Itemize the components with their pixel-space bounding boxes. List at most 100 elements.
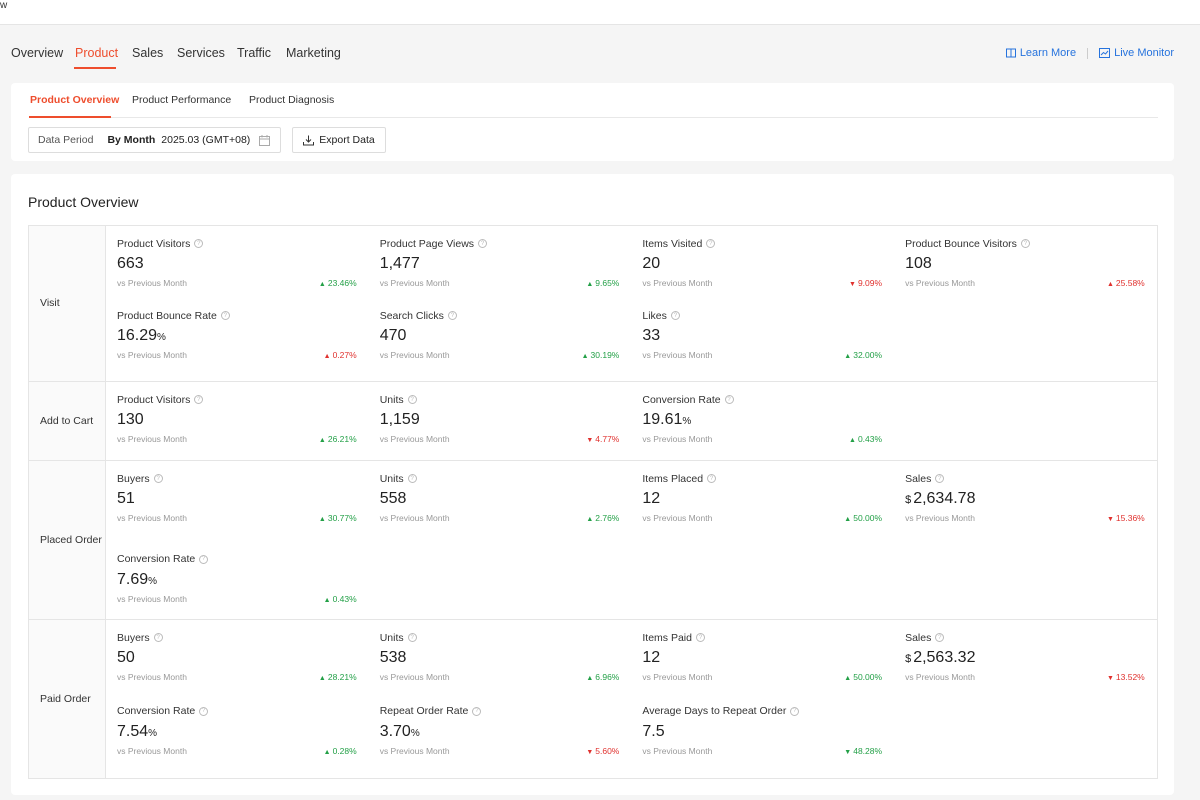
metric-footer: vs Previous Month ▲ 0.27% — [117, 349, 357, 361]
top-fragment: w — [0, 0, 8, 11]
help-icon[interactable]: ? — [199, 554, 209, 564]
tab-overview[interactable]: Overview — [11, 46, 64, 60]
section-label: Visit — [29, 226, 106, 381]
help-icon[interactable]: ? — [724, 395, 734, 404]
funnel-section: Placed Order Buyers? 51 vs Previous Month ▲ 3… — [29, 461, 1157, 620]
metric-value-number: 663 — [117, 255, 144, 272]
metric-change: ▲ 9.65% — [586, 278, 619, 288]
help-icon[interactable]: ? — [220, 311, 230, 320]
calendar-icon[interactable] — [259, 135, 270, 146]
change-value: 0.43% — [857, 434, 883, 444]
metric-change: ▲ 6.96% — [586, 672, 619, 682]
metric-label-row: Average Days to Repeat Order? — [642, 705, 882, 718]
metric-value-number: 7.69 — [117, 570, 149, 588]
help-icon[interactable]: ? — [707, 474, 717, 483]
currency-symbol: $ — [905, 494, 912, 506]
metric-value-number: 12 — [642, 490, 661, 507]
metric-label-row: Units? — [380, 631, 620, 644]
metric-value-number: 470 — [379, 327, 407, 344]
metric-footer: vs Previous Month ▼ 9.09% — [642, 277, 882, 289]
metric-label-row: Search Clicks? — [380, 309, 620, 322]
export-data-button[interactable]: Export Data — [292, 127, 386, 153]
metric-value: 12 — [642, 648, 882, 667]
metric-value: 3.70% — [380, 722, 620, 741]
metric-value: 538 — [380, 648, 620, 667]
learn-more-link[interactable]: Learn More — [1005, 47, 1076, 59]
compare-text: vs Previous Month — [379, 350, 450, 360]
help-icon[interactable]: ? — [790, 706, 800, 716]
triangle-up-icon: ▲ — [849, 437, 856, 444]
metric-value: 108 — [905, 254, 1145, 273]
metric-value: $2,634.78 — [905, 489, 1145, 508]
help-icon[interactable]: ? — [472, 706, 482, 716]
help-icon[interactable]: ? — [407, 395, 417, 404]
metric-value-number: 50 — [117, 649, 135, 666]
metric-change: ▲ 26.21% — [319, 434, 357, 444]
metric-label: Product Bounce Rate — [117, 309, 217, 322]
help-icon[interactable]: ? — [407, 633, 417, 642]
triangle-up-icon: ▲ — [318, 516, 326, 523]
tab-product[interactable]: Product — [75, 46, 119, 60]
metric-footer: vs Previous Month ▲ 23.46% — [117, 277, 357, 289]
help-icon[interactable]: ? — [1020, 239, 1030, 248]
help-icon[interactable]: ? — [153, 474, 163, 483]
tab-marketing[interactable]: Marketing — [286, 46, 341, 60]
metric-label-row: Product Visitors? — [117, 237, 357, 250]
tab-services[interactable]: Services — [177, 46, 225, 60]
metric-value-number: 130 — [117, 411, 144, 428]
metric-footer: vs Previous Month ▲ 6.96% — [380, 671, 620, 683]
metric-footer: vs Previous Month ▲ 0.28% — [117, 745, 357, 757]
compare-text: vs Previous Month — [379, 278, 450, 288]
tab-sales[interactable]: Sales — [132, 46, 164, 60]
help-icon[interactable]: ? — [407, 474, 417, 483]
metric-change: ▼ 5.60% — [586, 746, 619, 756]
metric-card: Likes? 33 vs Previous Month ▲ 32.00% — [631, 309, 894, 373]
subtab-product-performance[interactable]: Product Performance — [132, 94, 232, 106]
section-metrics: Product Visitors? 130 vs Previous Month ▲ 26… — [106, 382, 1157, 460]
subtab-product-diagnosis[interactable]: Product Diagnosis — [249, 94, 335, 106]
help-icon[interactable]: ? — [447, 311, 457, 320]
help-icon[interactable]: ? — [194, 239, 204, 248]
help-icon[interactable]: ? — [706, 239, 716, 248]
triangle-down-icon: ▼ — [844, 748, 852, 756]
metric-value-number: 7.54 — [117, 722, 149, 740]
change-value: 50.00% — [853, 513, 883, 523]
metric-card: Product Visitors? 130 vs Previous Month ▲ 26… — [106, 393, 369, 452]
triangle-up-icon: ▲ — [323, 748, 331, 756]
help-icon[interactable]: ? — [670, 311, 680, 320]
section-metrics: Buyers? 51 vs Previous Month ▲ 30.77% Units? 5… — [106, 461, 1157, 619]
metric-label: Buyers — [117, 631, 150, 644]
help-icon[interactable]: ? — [935, 474, 945, 483]
metric-label-row: Conversion Rate? — [642, 393, 882, 406]
subtab-product-overview[interactable]: Product Overview — [30, 94, 120, 106]
metric-label: Average Days to Repeat Order — [642, 705, 787, 717]
help-icon[interactable]: ? — [935, 633, 945, 642]
compare-text: vs Previous Month — [905, 513, 975, 523]
help-icon[interactable]: ? — [199, 706, 209, 716]
help-icon[interactable]: ? — [478, 239, 488, 248]
change-value: 5.60% — [595, 745, 620, 756]
period-mode: By Month — [107, 134, 156, 146]
currency-symbol: $ — [905, 653, 912, 665]
help-icon[interactable]: ? — [153, 633, 163, 642]
monitor-chart-icon — [1099, 48, 1111, 58]
metric-card: Sales? $2,634.78 vs Previous Month ▼ 15.36% — [894, 472, 1157, 531]
book-icon — [1005, 48, 1016, 58]
triangle-down-icon: ▼ — [586, 748, 594, 756]
compare-text: vs Previous Month — [642, 350, 713, 360]
metric-label: Items Placed — [642, 472, 704, 485]
help-icon[interactable]: ? — [695, 633, 705, 642]
help-icon[interactable]: ? — [194, 395, 204, 404]
triangle-up-icon: ▲ — [586, 675, 594, 682]
triangle-up-icon: ▲ — [318, 437, 326, 444]
data-period-picker[interactable]: Data Period By Month 2025.03 (GMT+08) — [28, 127, 281, 153]
metric-label: Sales — [905, 472, 932, 485]
metric-footer: vs Previous Month ▲ 0.43% — [642, 433, 882, 445]
change-value: 50.00% — [853, 672, 883, 682]
live-monitor-link[interactable]: Live Monitor — [1099, 47, 1174, 59]
change-value: 48.28% — [853, 745, 883, 756]
triangle-up-icon: ▲ — [1106, 281, 1114, 288]
metric-change: ▲ 32.00% — [844, 350, 882, 360]
tab-traffic[interactable]: Traffic — [237, 46, 272, 60]
metric-label-row: Sales? — [905, 631, 1145, 644]
